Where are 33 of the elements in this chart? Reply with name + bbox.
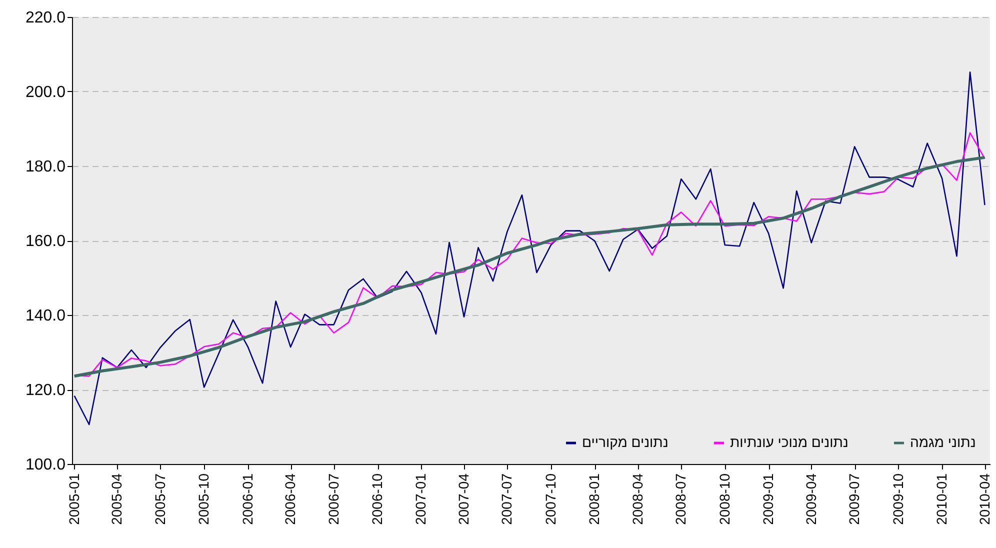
y-tick-label: 220.0 — [25, 10, 66, 26]
x-tick-label: 2008-10 — [716, 473, 732, 525]
y-tick-label: 140.0 — [25, 308, 66, 324]
y-tick-label: 200.0 — [25, 84, 66, 101]
x-tick-label: 2006-10 — [369, 473, 386, 525]
x-tick-label: 2006-04 — [282, 473, 298, 525]
y-tick-label: 100.0 — [25, 456, 66, 474]
y-tick-label: 120.0 — [25, 382, 66, 399]
x-tick-label: 2008-01 — [586, 473, 602, 525]
legend-label: נתוני מגמה — [910, 434, 976, 450]
line-series — [74, 71, 986, 426]
x-tick-label: 2007-04 — [456, 473, 472, 525]
x-tick-label: 2007-07 — [498, 473, 515, 525]
y-tick-label: 180.0 — [25, 158, 66, 176]
x-tick-label: 2007-01 — [412, 473, 429, 525]
x-tick-label: 2005-04 — [108, 473, 125, 525]
x-tick-label: 2006-07 — [325, 473, 342, 525]
x-tick-label: 2007-10 — [542, 473, 558, 525]
x-tick-label: 2009-04 — [802, 473, 819, 525]
x-tick-label: 2009-01 — [760, 473, 776, 525]
y-tick-label: 160.0 — [25, 233, 66, 250]
x-tick-label: 2008-04 — [629, 473, 646, 525]
x-tick-label: 2005-07 — [152, 473, 168, 525]
legend-label: נתונים מקוריים — [582, 434, 668, 450]
x-tick-label: 2005-10 — [196, 473, 212, 525]
x-tick-label: 2009-07 — [846, 473, 862, 525]
x-tick-label: 2008-07 — [672, 473, 689, 525]
x-tick-label: 2009-10 — [890, 473, 906, 525]
legend-label: נתונים מנוכי עונתיות — [730, 434, 848, 450]
x-tick-label: 2010-01 — [934, 473, 950, 525]
x-tick-label: 2005-01 — [66, 473, 82, 525]
x-tick-label: 2006-01 — [239, 473, 256, 525]
x-tick-label: 2010-04 — [976, 473, 992, 525]
